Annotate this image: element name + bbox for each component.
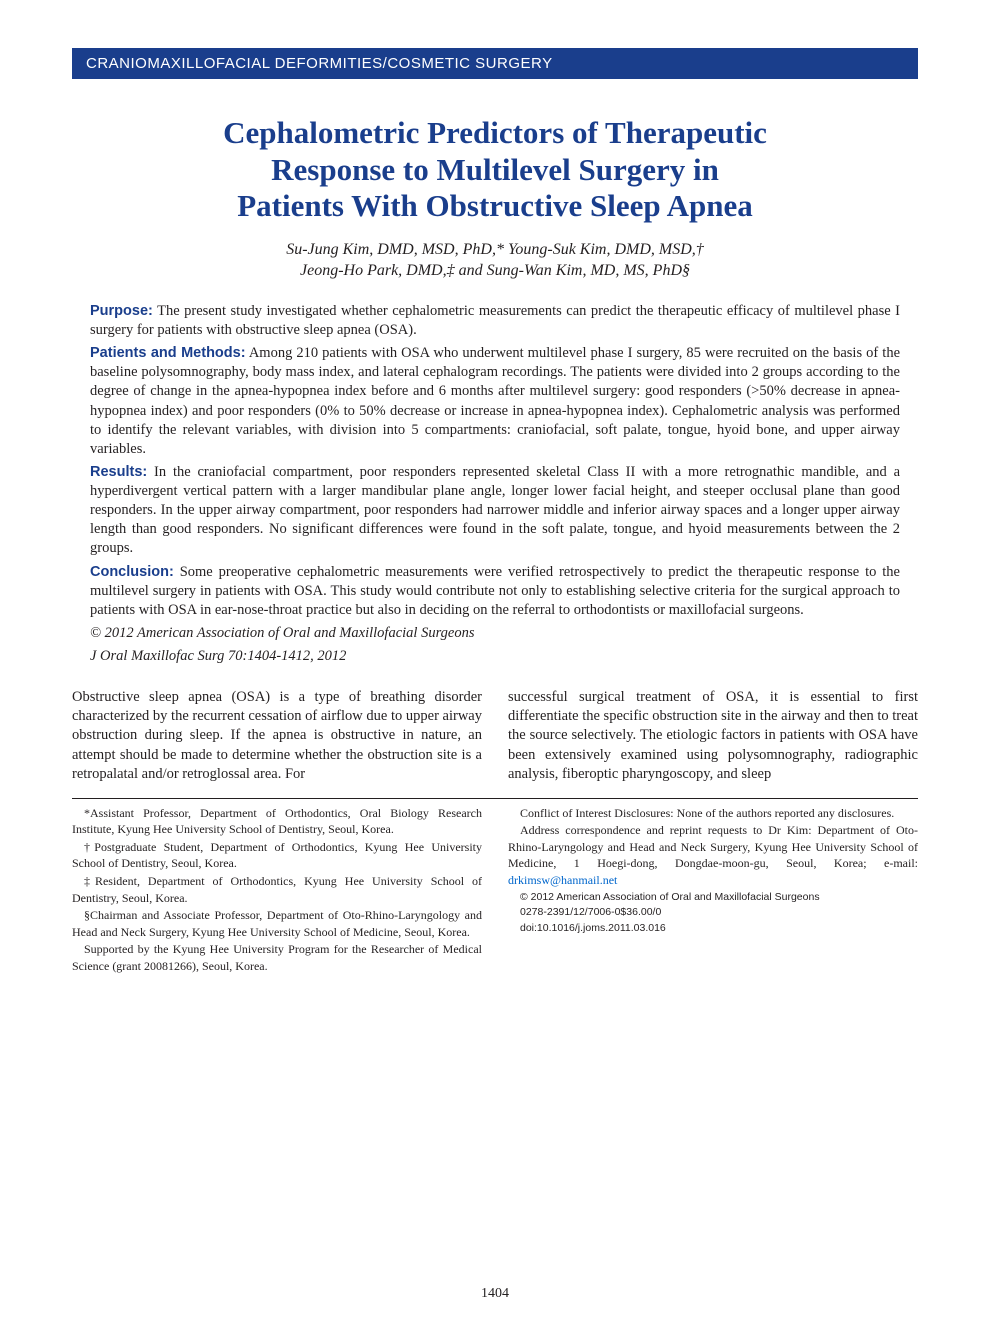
body-text: Obstructive sleep apnea (OSA) is a type … [72,688,918,784]
results-text: In the craniofacial compartment, poor re… [90,464,900,557]
results-label: Results: [90,464,147,480]
section-banner: CRANIOMAXILLOFACIAL DEFORMITIES/COSMETIC… [72,48,918,79]
abstract: Purpose: The present study investigated … [90,302,900,666]
correspondence: Address correspondence and reprint reque… [508,822,918,888]
title-line-1: Cephalometric Predictors of Therapeutic [223,115,767,150]
correspondence-text: Address correspondence and reprint reque… [508,823,918,870]
methods-label: Patients and Methods: [90,345,246,361]
abstract-copyright: © 2012 American Association of Oral and … [90,624,900,643]
affiliation-1: *Assistant Professor, Department of Orth… [72,805,482,838]
conclusion-text: Some preoperative cephalometric measurem… [90,564,900,618]
conclusion-label: Conclusion: [90,564,174,580]
correspondence-email[interactable]: drkimsw@hanmail.net [508,873,617,887]
title-line-2: Response to Multilevel Surgery in [271,152,719,187]
authors-block: Su-Jung Kim, DMD, MSD, PhD,* Young-Suk K… [72,239,918,282]
page-number: 1404 [0,1286,990,1302]
affiliation-2: †Postgraduate Student, Department of Ort… [72,839,482,872]
funding: Supported by the Kyung Hee University Pr… [72,941,482,974]
footer-issn: 0278-2391/12/7006-0$36.00/0 [508,905,918,919]
affiliation-4: §Chairman and Associate Professor, Depar… [72,907,482,940]
affiliation-3: ‡Resident, Department of Orthodontics, K… [72,873,482,906]
title-line-3: Patients With Obstructive Sleep Apnea [237,188,753,223]
authors-line-2: Jeong-Ho Park, DMD,‡ and Sung-Wan Kim, M… [300,262,690,279]
purpose-text: The present study investigated whether c… [90,303,900,338]
footer-copyright: © 2012 American Association of Oral and … [508,890,918,904]
footnotes-left: *Assistant Professor, Department of Orth… [72,805,482,975]
methods-text: Among 210 patients with OSA who underwen… [90,345,900,457]
article-title: Cephalometric Predictors of Therapeutic … [72,115,918,225]
footnotes: *Assistant Professor, Department of Orth… [72,798,918,975]
conflict-disclosure: Conflict of Interest Disclosures: None o… [508,805,918,822]
authors-line-1: Su-Jung Kim, DMD, MSD, PhD,* Young-Suk K… [286,241,704,258]
purpose-label: Purpose: [90,303,153,319]
footer-doi: doi:10.1016/j.joms.2011.03.016 [508,921,918,935]
footnotes-right: Conflict of Interest Disclosures: None o… [508,805,918,975]
body-right-column: successful surgical treatment of OSA, it… [508,688,918,784]
body-left-column: Obstructive sleep apnea (OSA) is a type … [72,688,482,784]
abstract-citation: J Oral Maxillofac Surg 70:1404-1412, 201… [90,647,900,666]
